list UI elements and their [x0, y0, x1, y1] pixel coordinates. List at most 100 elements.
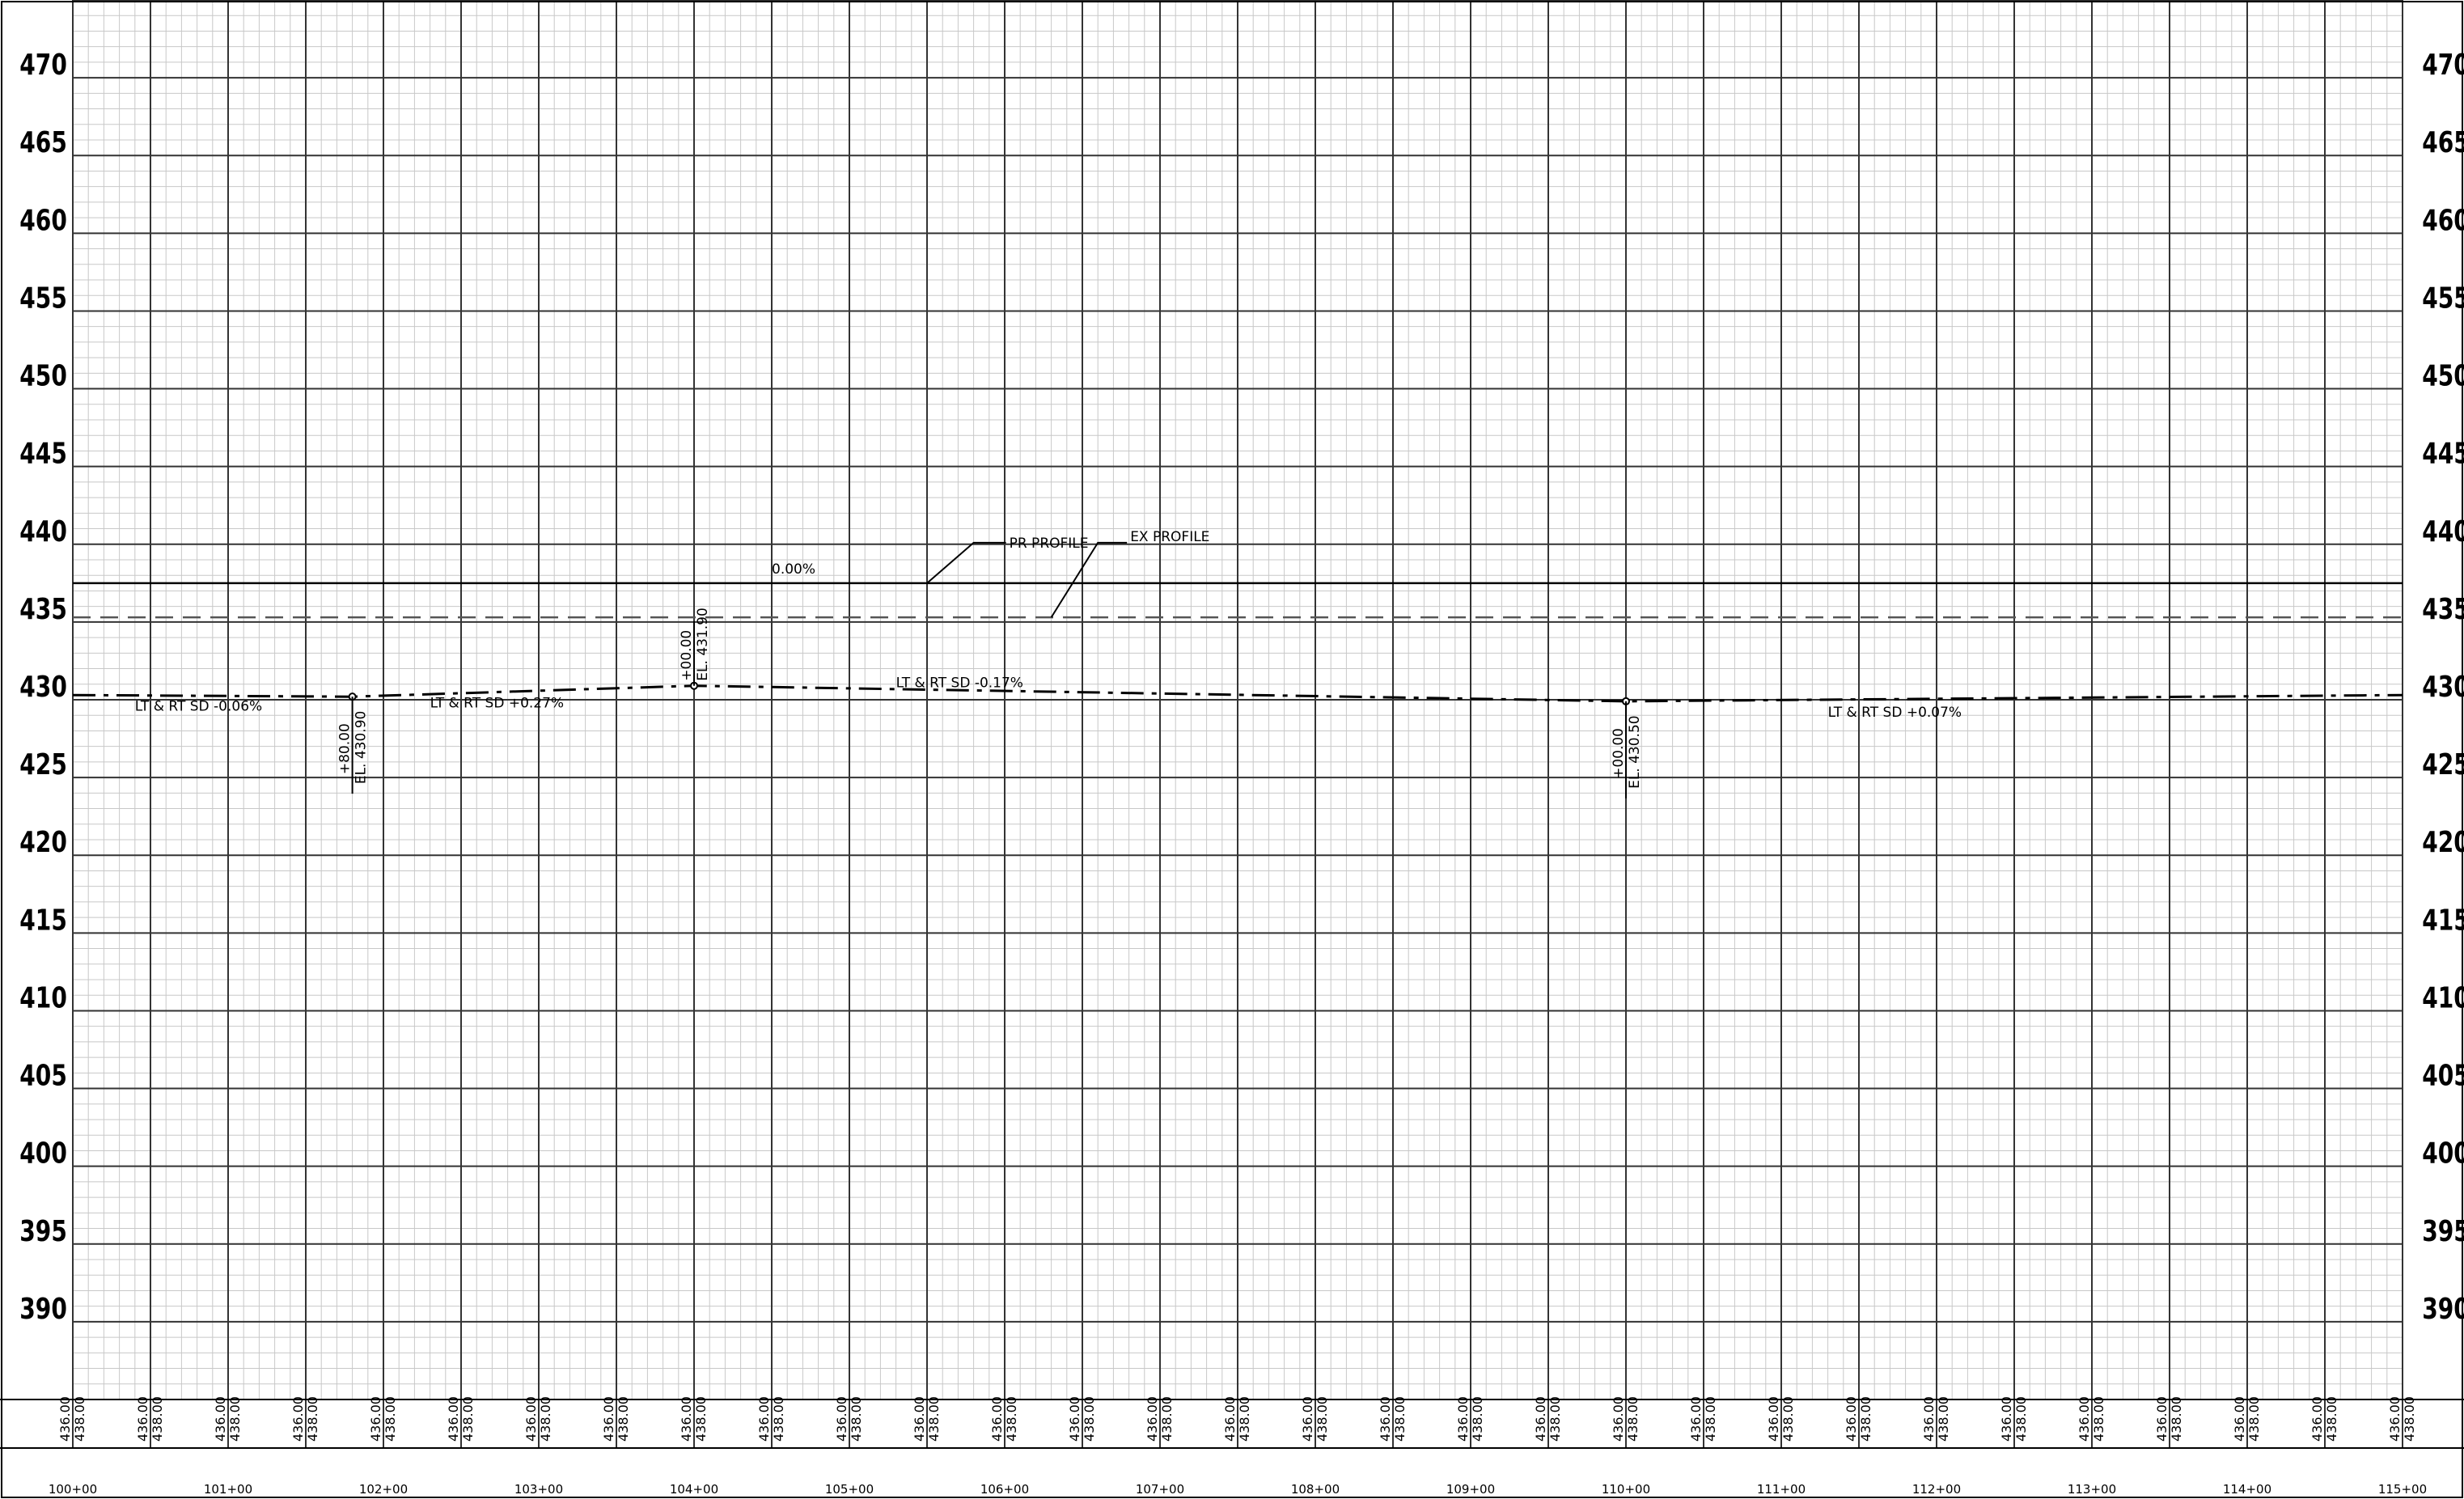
proposed-elevation-value: 438.00 — [1392, 1396, 1408, 1442]
proposed-elevation-value: 438.00 — [2091, 1396, 2106, 1442]
existing-elevation-value: 436.00 — [834, 1396, 849, 1442]
pr-profile-label: PR PROFILE — [1010, 536, 1089, 552]
existing-elevation-value: 436.00 — [1222, 1396, 1238, 1442]
elevation-label-right: 445 — [2422, 436, 2464, 470]
existing-elevation-value: 436.00 — [135, 1396, 150, 1442]
station-label: 100+00 — [49, 1482, 97, 1497]
existing-elevation-value: 436.00 — [1300, 1396, 1315, 1442]
elevation-label-right: 470 — [2422, 48, 2464, 82]
station-label: 108+00 — [1291, 1482, 1340, 1497]
break-point-station: +00.00 — [1611, 728, 1627, 779]
elevation-rows: 436.00 438.00 436.00 438.00 436.00 438.00 436.… — [57, 1396, 2417, 1442]
elevation-label-left: 415 — [19, 903, 67, 937]
proposed-elevation-value: 438.00 — [1159, 1396, 1175, 1442]
station-label: 101+00 — [204, 1482, 252, 1497]
elevation-label-right: 450 — [2422, 358, 2464, 392]
existing-elevation-value: 436.00 — [213, 1396, 228, 1442]
proposed-elevation-value: 438.00 — [1004, 1396, 1019, 1442]
station-label: 106+00 — [980, 1482, 1029, 1497]
station-label: 115+00 — [2378, 1482, 2427, 1497]
elevation-label-left: 400 — [19, 1136, 67, 1170]
elevation-label-left: 450 — [19, 358, 67, 392]
elevation-label-left: 405 — [19, 1058, 67, 1092]
profile-annotations: 0.00% PR PROFILE EX PROFILE LT & RT SD -0.0… — [135, 529, 1962, 798]
existing-elevation-value: 436.00 — [1455, 1396, 1471, 1442]
break-point-station: +00.00 — [679, 630, 695, 681]
elevation-label-left: 440 — [19, 514, 67, 548]
ex-profile-label: EX PROFILE — [1130, 529, 1209, 545]
existing-elevation-value: 436.00 — [57, 1396, 73, 1442]
elevation-label-right: 400 — [2422, 1136, 2464, 1170]
elevation-label-right: 455 — [2422, 281, 2464, 315]
proposed-elevation-value: 438.00 — [1082, 1396, 1097, 1442]
elevation-label-left: 390 — [19, 1291, 67, 1325]
elevation-label-right: 390 — [2422, 1291, 2464, 1325]
proposed-elevation-value: 438.00 — [150, 1396, 165, 1442]
break-point-elevation: EL. 430.50 — [1627, 715, 1643, 789]
existing-elevation-value: 436.00 — [1533, 1396, 1548, 1442]
station-label: 109+00 — [1446, 1482, 1495, 1497]
station-label: 110+00 — [1602, 1482, 1650, 1497]
station-label: 103+00 — [514, 1482, 563, 1497]
station-label: 111+00 — [1757, 1482, 1806, 1497]
pr-profile-leader — [926, 541, 1006, 584]
existing-elevation-value: 436.00 — [446, 1396, 461, 1442]
proposed-elevation-value: 438.00 — [2169, 1396, 2184, 1442]
break-point-elevation: EL. 430.90 — [354, 711, 370, 785]
proposed-elevation-value: 438.00 — [1703, 1396, 1718, 1442]
elevation-label-left: 470 — [19, 48, 67, 82]
elevation-labels-right: 470 465 460 455 450 445 440 435 430 425 420 415 410 4… — [2422, 48, 2464, 1326]
elevation-label-left: 425 — [19, 747, 67, 781]
elevation-label-right: 440 — [2422, 514, 2464, 548]
station-label: 104+00 — [670, 1482, 718, 1497]
elevation-label-left: 395 — [19, 1213, 67, 1247]
existing-elevation-value: 436.00 — [912, 1396, 927, 1442]
existing-elevation-value: 436.00 — [2387, 1396, 2403, 1442]
elevation-labels-left: 470 465 460 455 450 445 440 435 430 425 420 415 410 4… — [19, 48, 67, 1326]
proposed-elevation-value: 438.00 — [2402, 1396, 2417, 1442]
proposed-elevation-value: 438.00 — [1780, 1396, 1796, 1442]
major-grid — [0, 0, 2464, 1449]
existing-elevation-value: 436.00 — [1921, 1396, 1937, 1442]
proposed-elevation-value: 438.00 — [227, 1396, 243, 1442]
existing-elevation-value: 436.00 — [1999, 1396, 2014, 1442]
existing-elevation-value: 436.00 — [989, 1396, 1005, 1442]
existing-elevation-value: 436.00 — [2309, 1396, 2325, 1442]
elevation-label-left: 410 — [19, 980, 67, 1014]
pr-grade-label: 0.00% — [772, 561, 815, 578]
station-label: 105+00 — [825, 1482, 874, 1497]
proposed-elevation-value: 438.00 — [1625, 1396, 1641, 1442]
existing-elevation-value: 436.00 — [1688, 1396, 1704, 1442]
existing-elevation-value: 436.00 — [756, 1396, 772, 1442]
existing-elevation-value: 436.00 — [1067, 1396, 1082, 1442]
elevation-label-left: 445 — [19, 436, 67, 470]
proposed-elevation-value: 438.00 — [616, 1396, 631, 1442]
break-point-elevation: EL. 431.90 — [695, 608, 711, 681]
proposed-elevation-value: 438.00 — [460, 1396, 476, 1442]
proposed-elevation-value: 438.00 — [538, 1396, 553, 1442]
existing-elevation-value: 436.00 — [601, 1396, 616, 1442]
elevation-label-right: 430 — [2422, 670, 2464, 704]
station-label: 102+00 — [359, 1482, 408, 1497]
elevation-label-right: 415 — [2422, 903, 2464, 937]
elevation-label-left: 420 — [19, 825, 67, 859]
elevation-label-right: 425 — [2422, 747, 2464, 781]
proposed-elevation-value: 438.00 — [849, 1396, 864, 1442]
proposed-elevation-value: 438.00 — [72, 1396, 87, 1442]
existing-elevation-value: 436.00 — [523, 1396, 539, 1442]
elevation-label-right: 435 — [2422, 591, 2464, 625]
ditch-grade-label: LT & RT SD -0.17% — [896, 675, 1023, 692]
proposed-elevation-value: 438.00 — [771, 1396, 786, 1442]
ditch-grade-label: LT & RT SD -0.06% — [135, 698, 262, 714]
elevation-label-left: 465 — [19, 125, 67, 159]
elevation-label-left: 460 — [19, 203, 67, 237]
proposed-elevation-value: 438.00 — [1470, 1396, 1485, 1442]
proposed-elevation-value: 438.00 — [2324, 1396, 2339, 1442]
proposed-elevation-value: 438.00 — [2013, 1396, 2029, 1442]
existing-elevation-value: 436.00 — [1766, 1396, 1781, 1442]
existing-elevation-value: 436.00 — [2232, 1396, 2247, 1442]
existing-elevation-value: 436.00 — [2154, 1396, 2170, 1442]
proposed-elevation-value: 438.00 — [1936, 1396, 1951, 1442]
